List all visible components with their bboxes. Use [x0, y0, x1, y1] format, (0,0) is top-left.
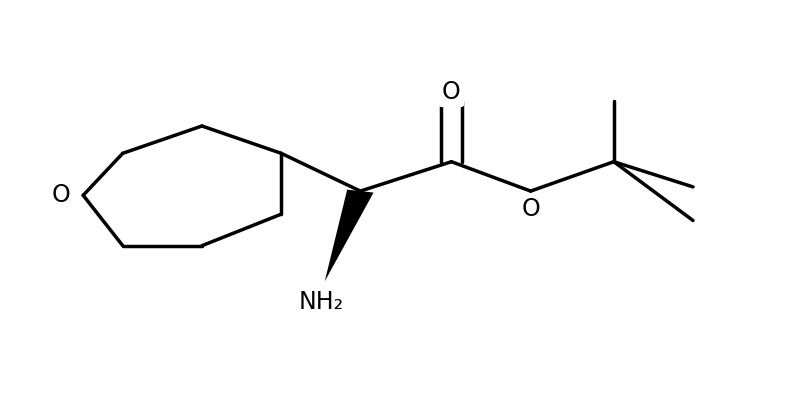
Polygon shape: [325, 190, 374, 281]
Text: NH₂: NH₂: [299, 289, 343, 314]
Text: O: O: [521, 197, 540, 221]
Text: O: O: [442, 79, 461, 104]
Text: O: O: [51, 183, 70, 207]
